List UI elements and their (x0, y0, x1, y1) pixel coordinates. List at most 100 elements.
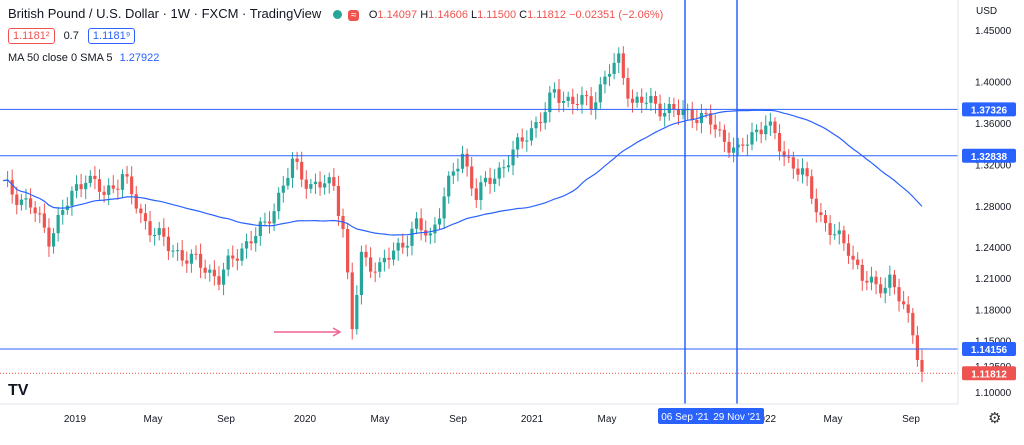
level-label: 1.14156 (971, 345, 1008, 356)
sell-button[interactable]: 1.1181² (8, 28, 55, 44)
candle-body (460, 153, 465, 169)
candle-body (33, 207, 37, 214)
y-tick-label: 1.40000 (975, 78, 1012, 89)
candle-body (323, 183, 327, 188)
candle-body (176, 250, 180, 252)
tradingview-logo-icon[interactable]: TV (8, 382, 29, 399)
level-label-bg (962, 342, 1016, 357)
candle-body (442, 196, 446, 219)
symbol-title: British Pound / U.S. Dollar · 1W · FXCM … (8, 6, 322, 21)
candle-body (327, 177, 331, 184)
candle-body (906, 304, 910, 313)
candle-body (630, 98, 635, 103)
x-tick-label: May (598, 414, 617, 425)
x-tick-label: 2021 (521, 414, 544, 425)
candle-body (428, 233, 432, 236)
candle-body (566, 96, 570, 101)
candle-body (153, 234, 157, 236)
y-tick-label: 1.28000 (975, 202, 1012, 213)
candle-body (272, 211, 276, 224)
candle-body (373, 271, 377, 273)
candle-body (401, 242, 405, 248)
y-tick-label: 1.18000 (975, 305, 1012, 316)
candle-body (539, 122, 543, 124)
candle-body (727, 141, 731, 153)
candle-body (61, 210, 65, 215)
level-label: 1.32838 (971, 152, 1008, 163)
x-tick-label: May (824, 414, 843, 425)
candle-body (203, 267, 207, 273)
candle-body (506, 165, 511, 168)
y-tick-label: 1.36000 (975, 119, 1012, 130)
candle-body (217, 276, 221, 285)
candle-body (208, 269, 212, 273)
candle-body (19, 199, 23, 205)
x-tick-label: May (371, 414, 390, 425)
candle-body (860, 264, 864, 281)
candle-body (594, 102, 598, 110)
candle-body (626, 77, 630, 99)
candle-body (267, 221, 272, 224)
gear-icon[interactable]: ⚙ (988, 410, 1002, 427)
candle-body (79, 184, 83, 190)
candle-body (47, 227, 51, 247)
y-tick-label: 1.15000 (975, 336, 1012, 347)
level-label: 1.37326 (971, 105, 1008, 116)
x-tick-label: Sep (449, 414, 467, 425)
candle-body (336, 185, 341, 217)
buy-button[interactable]: 1.1181⁹ (87, 28, 136, 44)
candle-body (754, 129, 759, 133)
candle-body (883, 287, 887, 294)
candle-body (185, 260, 189, 264)
candle-body (56, 214, 60, 234)
candle-body (814, 198, 818, 213)
candle-body (28, 198, 33, 208)
candle-body (589, 96, 593, 110)
candle-body (263, 221, 267, 223)
candle-body (617, 53, 621, 63)
candle-body (782, 151, 786, 157)
candle-body (837, 230, 841, 235)
candle-body (130, 176, 134, 195)
candle-body (346, 229, 350, 273)
candle-body (511, 149, 515, 166)
candle-body (561, 100, 566, 103)
x-tick-label: 2019 (64, 414, 87, 425)
candle-body (897, 287, 901, 302)
candle-body (281, 185, 285, 193)
spread-value: 0.7 (63, 30, 79, 42)
candle-body (148, 221, 152, 236)
candle-body (143, 213, 148, 222)
candle-body (741, 144, 745, 146)
candle-body (676, 109, 681, 116)
candle-body (244, 241, 249, 249)
candle-body (84, 182, 88, 190)
candle-body (15, 194, 19, 205)
candle-body (107, 185, 111, 195)
candle-body (277, 192, 281, 212)
candle-body (920, 359, 924, 372)
candle-body (286, 177, 290, 186)
candle-body (791, 157, 795, 169)
candle-body (493, 178, 497, 184)
candle-body (93, 175, 97, 180)
candle-body (745, 144, 749, 146)
axis-date-labels: 06 Sep '21 29 Nov '21 (658, 408, 764, 424)
candle-body (249, 241, 253, 244)
candle-body (787, 156, 791, 158)
candle-body (598, 84, 602, 103)
candle-body (313, 181, 318, 185)
currency-icon: ≈ (347, 10, 360, 21)
candle-body (649, 96, 653, 103)
candle-body (879, 284, 883, 294)
candle-body (433, 224, 437, 234)
candle-body (502, 167, 506, 169)
indicator-legend[interactable]: MA 50 close 0 SMA 5 1.27922 (8, 52, 159, 64)
last-price-bg (962, 366, 1016, 381)
candle-body (856, 259, 860, 265)
y-tick-label: 1.32000 (975, 160, 1012, 171)
candle-body (842, 230, 846, 244)
candle-body (226, 255, 230, 270)
candle-body (51, 233, 56, 247)
